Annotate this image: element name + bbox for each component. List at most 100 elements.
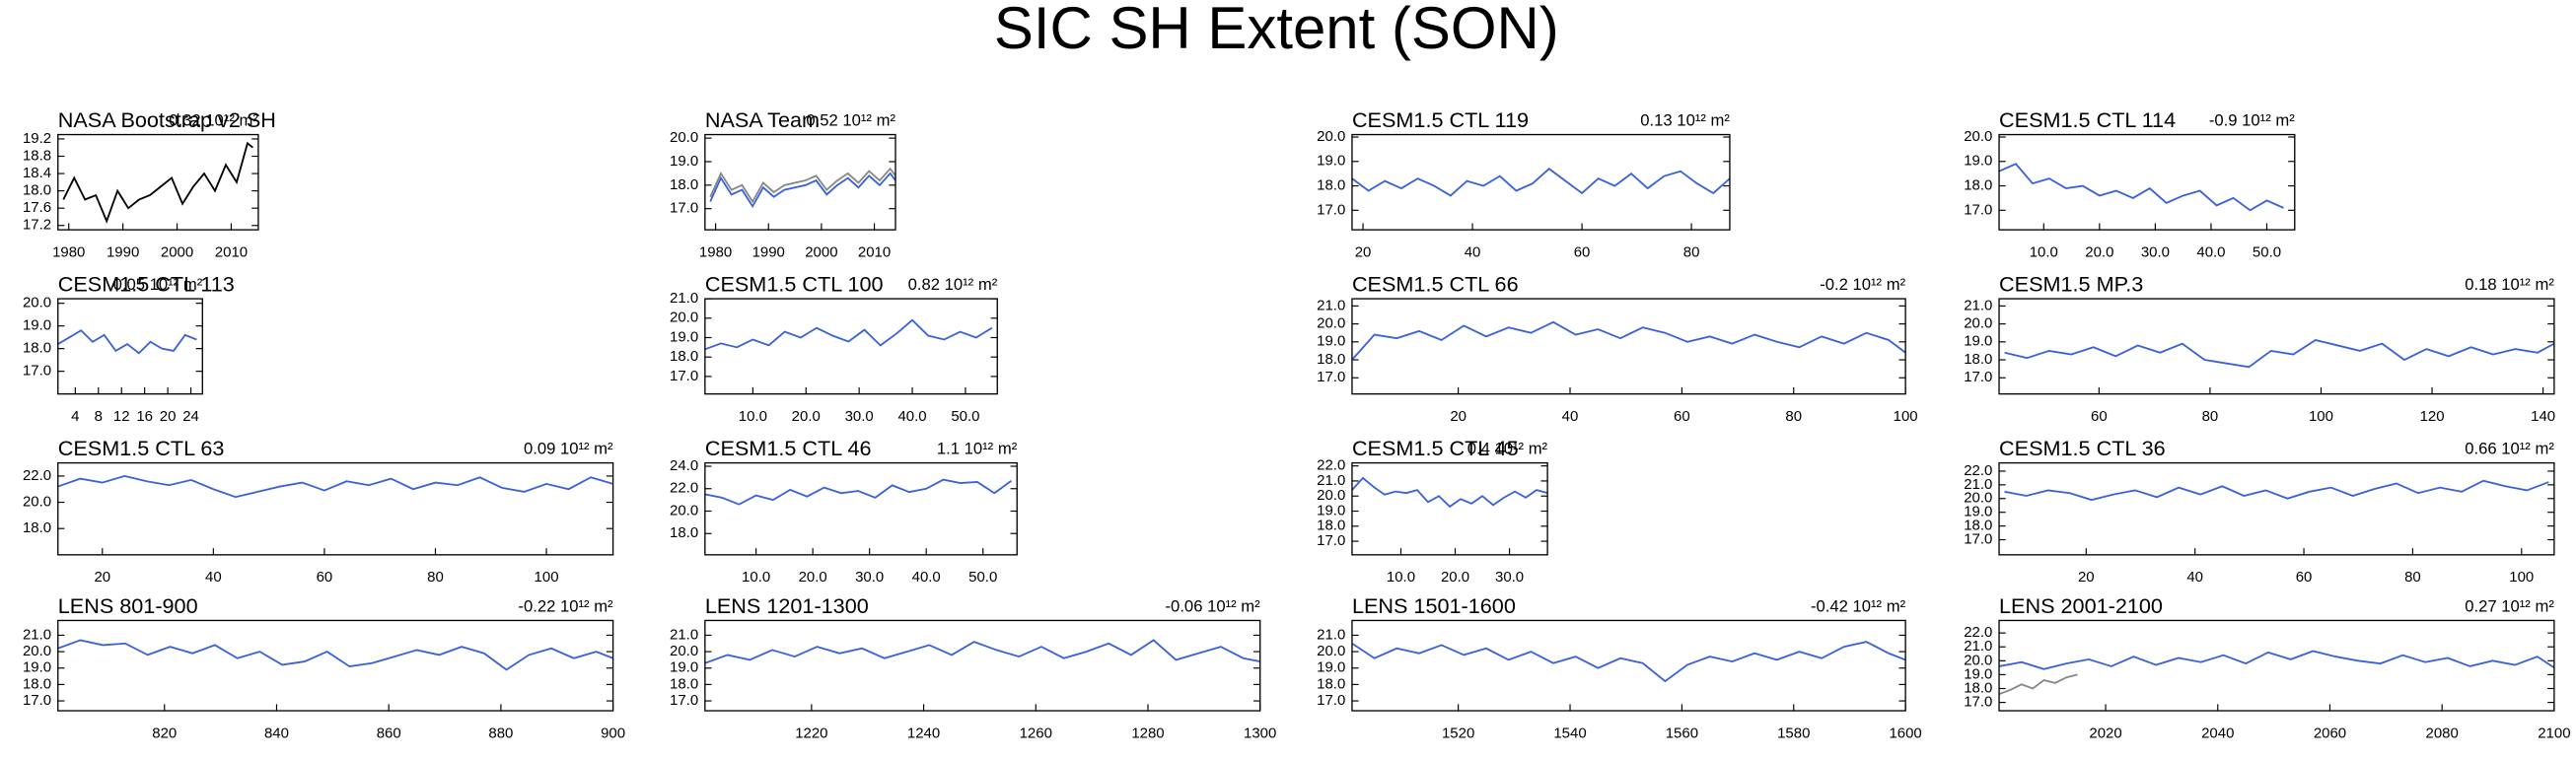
y-tick-label: 18.0: [670, 176, 698, 193]
trend-label: 0.66 10¹² m²: [2465, 440, 2554, 458]
panel-title: CESM1.5 CTL 36: [1999, 436, 2166, 460]
x-tick-label: 60: [1674, 408, 1690, 425]
x-tick-label: 2000: [161, 243, 193, 260]
trend-label: 0.82 10¹² m²: [908, 275, 998, 294]
y-tick-label: 18.0: [1964, 351, 1992, 368]
plot-frame: [1998, 461, 2555, 556]
panel: LENS 801-900 -0.22 10¹² m² 17.018.019.020.…: [23, 593, 625, 741]
y-tick-label: 20.0: [1317, 128, 1345, 145]
x-tick-label: 80: [1785, 408, 1802, 425]
x-tick-label: 100: [535, 569, 559, 586]
y-tick-label: 19.2: [23, 130, 51, 147]
trend-label: -0.22 10¹² m²: [518, 597, 613, 616]
y-tick-label: 19.0: [1317, 153, 1345, 170]
x-tick-label: 8: [95, 408, 103, 425]
x-tick-label: 1300: [1244, 725, 1276, 741]
plot-frame: [57, 619, 614, 712]
y-tick-label: 20.0: [670, 129, 698, 146]
x-tick-label: 80: [2202, 408, 2219, 425]
y-tick-label: 20.0: [670, 502, 698, 518]
x-tick-label: 1980: [52, 243, 85, 260]
y-tick-label: 17.0: [1964, 530, 1992, 547]
panel-title: CESM1.5 CTL 63: [58, 436, 225, 460]
x-tick-label: 50.0: [968, 569, 997, 586]
panel-title: LENS 1201-1300: [705, 593, 869, 618]
y-tick-label: 17.0: [670, 692, 698, 709]
series-line: [57, 329, 197, 355]
y-tick-label: 22.0: [1964, 624, 1992, 641]
x-tick-label: 100: [2309, 408, 2333, 425]
plot-frame: [704, 133, 896, 231]
trend-label: 0.32 10¹² m²: [169, 111, 258, 130]
x-tick-label: 2080: [2426, 725, 2459, 741]
panel-title: CESM1.5 CTL 45: [1352, 436, 1519, 460]
x-tick-label: 30.0: [855, 569, 884, 586]
y-tick-label: 19.0: [670, 659, 698, 676]
y-tick-label: 22.0: [1317, 457, 1345, 474]
panel-title: LENS 801-900: [58, 593, 198, 618]
y-tick-label: 17.0: [670, 368, 698, 384]
y-tick-label: 18.0: [670, 524, 698, 541]
y-tick-label: 17.0: [1317, 369, 1345, 385]
x-tick-label: 1990: [752, 243, 785, 260]
y-tick-label: 19.0: [1964, 665, 1992, 682]
x-tick-label: 840: [264, 725, 289, 741]
series-line: [1351, 320, 1906, 361]
x-tick-label: 1560: [1666, 725, 1698, 741]
y-tick-label: 18.0: [23, 182, 51, 199]
y-tick-label: 22.0: [23, 467, 51, 484]
panel: CESM1.5 CTL 46 1.1 10¹² m² 18.0 20.0 22.0 24.…: [670, 436, 1018, 586]
plot-frame: [1998, 298, 2555, 395]
y-tick-label: 17.0: [670, 200, 698, 217]
y-tick-label: 20.0: [23, 295, 51, 311]
panel: CESM1.5 CTL 100 0.82 10¹² m² 17.0 18.0 19.0 2…: [670, 271, 998, 425]
x-tick-label: 20.0: [2085, 243, 2113, 260]
x-tick-label: 16: [136, 408, 153, 425]
panel-title: CESM1.5 CTL 119: [1352, 107, 1529, 132]
panel-title: CESM1.5 CTL 66: [1352, 271, 1519, 296]
x-tick-label: 80: [1683, 243, 1700, 260]
panel: CESM1.5 CTL 66 -0.2 10¹² m²17.018.019.020…: [1317, 271, 1917, 424]
plot-frame: [1351, 298, 1906, 395]
y-tick-label: 18.0: [670, 348, 698, 365]
series-line: [62, 141, 253, 224]
y-tick-label: 20.0: [670, 643, 698, 659]
x-tick-label: 40: [205, 569, 222, 586]
x-tick-label: 40: [1562, 408, 1579, 425]
x-tick-label: 40: [1465, 243, 1481, 260]
x-tick-label: 1520: [1442, 725, 1474, 741]
y-tick-label: 19.0: [1964, 504, 1992, 520]
plot-frame: [1998, 133, 2296, 231]
plot-frame: [704, 619, 1261, 712]
x-tick-label: 1600: [1889, 725, 1921, 741]
y-tick-label: 18.0: [1317, 675, 1345, 692]
x-tick-label: 2020: [2089, 725, 2121, 741]
x-tick-label: 1280: [1131, 725, 1164, 741]
x-tick-label: 10.0: [1387, 569, 1415, 586]
x-tick-label: 2010: [858, 243, 891, 260]
x-tick-label: 24: [182, 408, 199, 425]
x-tick-label: 12: [113, 408, 130, 425]
x-tick-label: 820: [152, 725, 177, 741]
y-tick-label: 17.0: [1317, 692, 1345, 709]
y-tick-label: 24.0: [670, 457, 698, 474]
panel-title: NASA Bootstrap v2 SH: [58, 107, 276, 132]
y-tick-label: 20.0: [670, 310, 698, 326]
y-tick-label: 18.0: [1964, 679, 1992, 696]
x-tick-label: 20: [1450, 408, 1467, 425]
y-tick-label: 18.0: [670, 675, 698, 692]
x-tick-label: 60: [2091, 408, 2108, 425]
figure-title: SIC SH Extent (SON): [994, 0, 1559, 61]
trend-label: 0.13 10¹² m²: [1640, 111, 1730, 130]
trend-label: -0.42 10¹² m²: [1811, 597, 1906, 616]
x-tick-label: 10.0: [739, 408, 767, 425]
panel-title: CESM1.5 MP.3: [1999, 271, 2143, 296]
series-line: [1351, 476, 1548, 509]
x-tick-label: 900: [601, 725, 625, 741]
x-tick-label: 100: [1894, 408, 1918, 425]
x-tick-label: 2100: [2538, 725, 2570, 741]
